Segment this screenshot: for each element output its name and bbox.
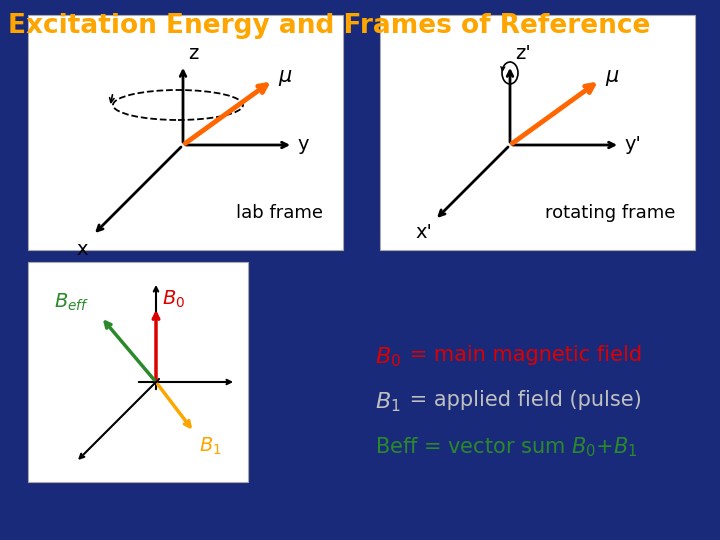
Text: Beff = vector sum $B_0$+$B_1$: Beff = vector sum $B_0$+$B_1$ xyxy=(375,435,637,458)
Text: $B_1$: $B_1$ xyxy=(375,390,400,414)
Text: = main magnetic field: = main magnetic field xyxy=(403,345,642,365)
Text: $B_0$: $B_0$ xyxy=(162,289,185,310)
Text: Excitation Energy and Frames of Reference: Excitation Energy and Frames of Referenc… xyxy=(8,13,650,39)
Bar xyxy=(28,262,248,482)
Text: lab frame: lab frame xyxy=(236,204,323,222)
Text: = applied field (pulse): = applied field (pulse) xyxy=(403,390,642,410)
Text: y': y' xyxy=(624,136,641,154)
Text: z: z xyxy=(188,44,199,63)
Text: z': z' xyxy=(515,44,531,63)
Text: y: y xyxy=(297,136,308,154)
Text: $B_{eff}$: $B_{eff}$ xyxy=(54,292,89,313)
Text: $\mu$: $\mu$ xyxy=(605,68,620,88)
Text: x': x' xyxy=(415,223,432,242)
Text: $B_1$: $B_1$ xyxy=(199,436,222,457)
Text: $B_0$: $B_0$ xyxy=(375,345,401,369)
Bar xyxy=(28,15,343,250)
Text: $\mu$: $\mu$ xyxy=(278,68,292,88)
Text: rotating frame: rotating frame xyxy=(544,204,675,222)
Text: x: x xyxy=(76,240,88,259)
Bar xyxy=(380,15,695,250)
